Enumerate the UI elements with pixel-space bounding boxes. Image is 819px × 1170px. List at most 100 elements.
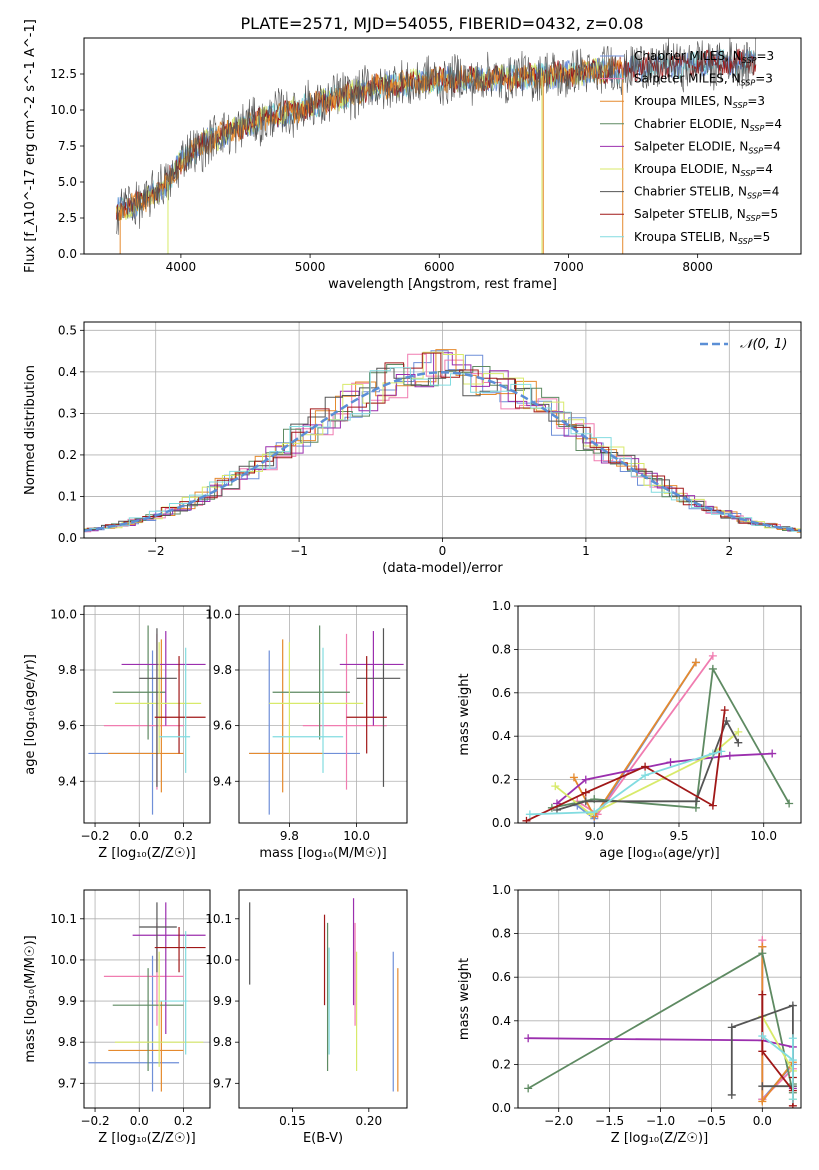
series-marker [581,788,590,797]
axes-frame [238,889,408,1109]
series-marker [758,949,767,958]
series-marker [758,1097,767,1106]
x-tick-label: 2 [725,544,733,558]
y-tick-label: 0.2 [492,1057,511,1071]
x-tick-label: 7000 [553,260,584,274]
series-marker [785,799,794,808]
x-tick-label: 0.20 [355,1114,382,1128]
histogram-chabrier_stelib [84,367,801,532]
y-tick-label: 9.6 [58,719,77,733]
series-line-salpeter_stelib [526,710,726,822]
y-axis-label: mass weight [457,958,472,1040]
series-marker [758,990,767,999]
series-marker [641,762,650,771]
y-tick-label: 10.1 [50,912,77,926]
spectrum-chart: 4000 5000 6000 7000 8000 0.0 2.5 5.0 7.5 10.0 12.5… [23,19,802,292]
series-marker [758,1082,767,1091]
age_vs_Z-chart: −0.2 0.0 0.2 9.4 9.6 9.8 10.0 Z [log₁₀(Z/Z☉)] ag… [23,605,211,861]
axes-frame [83,37,802,255]
series-marker [691,797,700,806]
x-tick-label: −2 [147,544,165,558]
series-marker [725,751,734,760]
series-marker [720,706,729,715]
y-tick-label: 9.7 [58,1076,77,1090]
y-tick-label: 9.8 [213,663,232,677]
y-tick-label: 0.0 [58,531,77,545]
series-marker [522,816,531,823]
x-tick-label: −2.0 [544,1114,573,1128]
x-tick-label: −1.0 [646,1114,675,1128]
x-tick-label: 5000 [295,260,326,274]
y-axis-label: Normed distribution [23,365,38,495]
series-marker [758,1032,767,1041]
y-tick-label: 1.0 [492,599,511,613]
series-marker [641,771,650,780]
y-tick-label: 9.4 [58,774,77,788]
age_vs_mass-chart: 9.8 10.0 9.4 9.6 9.8 10.0 mass [log₁₀(M/M☉)] [205,605,408,861]
x-tick-label: 1 [582,544,590,558]
x-axis-label: Z [log₁₀(Z/Z☉)] [98,846,195,861]
spectrum-line-chabrier_stelib [116,38,757,235]
x-tick-label: 9.0 [585,829,604,843]
y-tick-label: 0.5 [58,323,77,337]
axes-frame [83,605,211,824]
series-marker [727,1023,736,1032]
y-tick-label: 10.0 [205,607,232,621]
mass_vs_ebv-chart: 0.15 0.20 9.7 9.8 9.9 10.0 10.1 E(B-V) [205,889,408,1146]
x-axis-label: Z [log₁₀(Z/Z☉)] [611,1131,708,1146]
weight_vs_age-chart: 9.0 9.5 10.0 0.0 0.2 0.4 0.6 0.8 1.0 age [log₁₀(a… [457,599,802,861]
y-tick-label: 1.0 [492,883,511,897]
normal-curve [84,371,801,532]
legend-label: Kroupa ELODIE, NSSP=4 [634,162,773,178]
y-tick-label: 10.0 [205,953,232,967]
y-tick-label: 12.5 [50,67,77,81]
y-tick-label: 0.1 [58,489,77,503]
series-marker [524,1034,533,1043]
x-tick-label: 0.0 [130,1114,149,1128]
legend-label: Chabrier STELIB, NSSP=4 [634,185,779,201]
y-tick-label: 0.6 [492,970,511,984]
x-tick-label: −1.5 [595,1114,624,1128]
x-tick-label: 6000 [424,260,455,274]
series-marker [708,651,717,660]
y-axis-label: Flux [f_λ10^-17 erg cm^-2 s^-1 A^-1] [23,19,38,273]
axes-frame [238,605,408,824]
x-tick-label: 8000 [682,260,713,274]
page-title: PLATE=2571, MJD=54055, FIBERID=0432, z=0… [240,14,643,33]
y-tick-label: 9.9 [213,994,232,1008]
y-tick-label: 5.0 [58,175,77,189]
y-axis-label: mass weight [457,673,472,755]
histogram-kroupa_elodie [84,351,801,530]
legend-label: Chabrier ELODIE, NSSP=4 [634,117,782,133]
legend-label: Kroupa STELIB, NSSP=5 [634,230,770,246]
spectrum-legend: Chabrier MILES, NSSP=3 Salpeter MILES, NS… [600,49,782,246]
y-axis-label: mass [log₁₀(M/M☉)] [23,935,38,1062]
x-axis-label: age [log₁₀(age/yr)] [599,846,720,861]
y-tick-label: 0.2 [58,448,77,462]
series-line-kroupa_stelib [761,1035,794,1100]
series-marker [666,758,675,767]
y-tick-label: 9.7 [213,1076,232,1090]
y-tick-label: 0.8 [492,927,511,941]
series-marker [590,808,599,817]
y-tick-label: 0.4 [492,729,511,743]
series-marker [727,1090,736,1099]
y-tick-label: 10.1 [205,912,232,926]
mass_vs_Z-plot [88,902,206,1092]
series-marker [581,797,590,806]
weight_vs_age-plot [522,651,794,823]
y-tick-label: 0.0 [492,1101,511,1115]
x-tick-label: 10.0 [343,829,370,843]
series-marker [524,1084,533,1093]
y-tick-label: 10.0 [50,607,77,621]
series-marker [788,1034,797,1043]
y-tick-label: 0.4 [492,1014,511,1028]
axes-frame [83,321,802,539]
mass_vs_Z-chart: −0.2 0.0 0.2 9.7 9.8 9.9 10.0 10.1 Z [log₁₀(Z/Z☉… [23,889,211,1146]
mass_vs_ebv-plot [249,898,399,1092]
y-tick-label: 9.8 [213,1035,232,1049]
y-tick-label: 9.4 [213,774,232,788]
x-tick-label: −0.2 [80,1114,109,1128]
x-tick-label: 0.0 [753,1114,772,1128]
series-marker [569,773,578,782]
